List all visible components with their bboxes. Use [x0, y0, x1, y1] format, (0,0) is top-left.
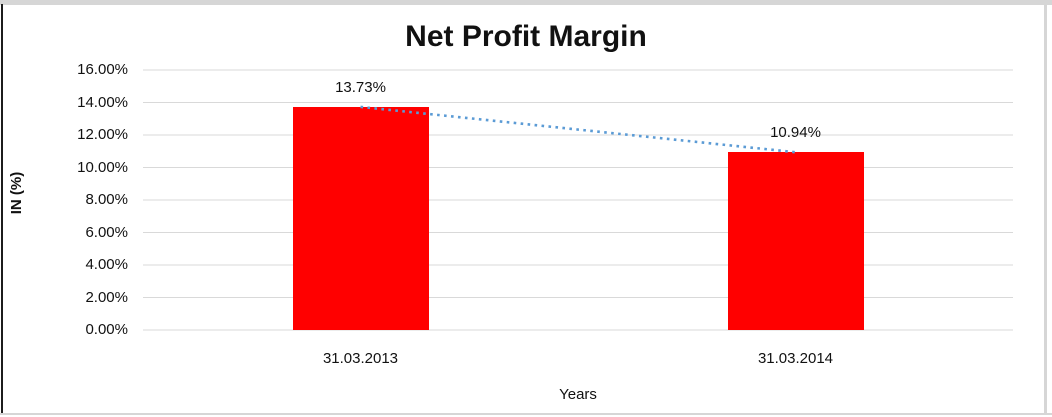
bar-31.03.2014	[727, 152, 864, 330]
y-tick-label: 2.00%	[85, 288, 128, 306]
x-axis-title: Years	[559, 386, 597, 403]
chart-title: Net Profit Margin	[405, 20, 647, 53]
bar-31.03.2013	[292, 106, 429, 330]
right-border	[1044, 4, 1047, 414]
left-border	[1, 4, 3, 415]
y-tick-label: 10.00%	[77, 158, 128, 176]
y-tick-label: 14.00%	[77, 93, 128, 111]
y-tick-label: 4.00%	[85, 256, 128, 273]
y-tick-label: 16.00%	[77, 61, 128, 78]
bottom-border	[0, 413, 1052, 415]
y-tick-label: 0.00%	[85, 321, 128, 338]
top-border	[0, 0, 1052, 5]
trendline	[360, 105, 796, 154]
data-label: 13.73%	[335, 78, 386, 96]
x-tick-label: 31.03.2013	[322, 350, 399, 367]
x-tick-label: 31.03.2014	[757, 350, 834, 367]
y-tick-label: 12.00%	[77, 126, 128, 143]
y-tick-label: 8.00%	[85, 191, 128, 208]
y-tick-label: 6.00%	[85, 223, 128, 241]
data-label: 10.94%	[770, 124, 821, 142]
